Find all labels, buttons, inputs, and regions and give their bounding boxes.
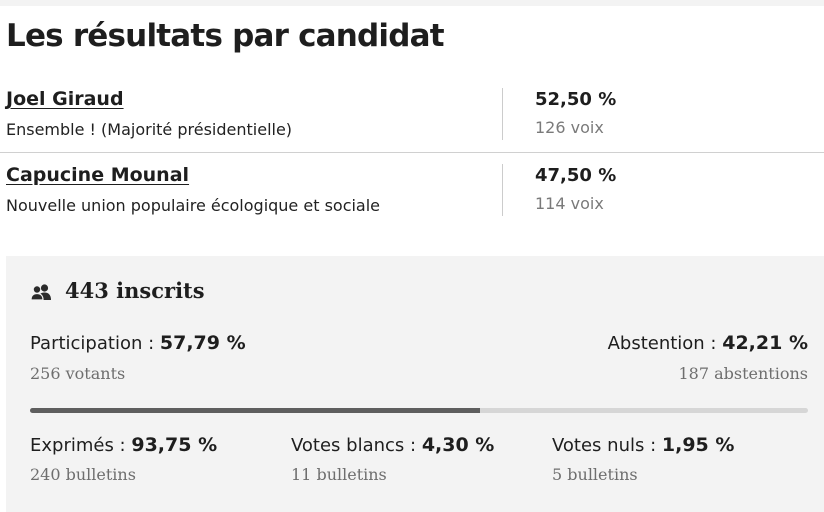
blank-votes-label: Votes blancs : 4,30 % <box>291 434 494 456</box>
participation-label-text: Participation : <box>30 333 160 354</box>
null-votes-label-text: Votes nuls : <box>552 435 662 456</box>
abstention-label-text: Abstention : <box>607 333 723 354</box>
expressed-value: 93,75 % <box>131 434 218 456</box>
null-votes-label: Votes nuls : 1,95 % <box>552 434 734 456</box>
column-divider <box>502 88 503 140</box>
expressed-label: Exprimés : 93,75 % <box>30 434 217 456</box>
expressed-label-text: Exprimés : <box>30 435 132 456</box>
candidate-row: Capucine Mounal Nouvelle union populaire… <box>0 158 824 234</box>
participation-value: 57,79 % <box>159 332 246 354</box>
null-votes-value: 1,95 % <box>661 434 735 456</box>
blank-ballots: 11 bulletins <box>291 465 387 484</box>
row-divider <box>0 152 824 153</box>
users-icon <box>30 284 51 301</box>
voters-count: 256 votants <box>30 364 126 383</box>
candidate-name-link[interactable]: Capucine Mounal <box>6 164 190 186</box>
candidate-name-link[interactable]: Joel Giraud <box>6 88 124 110</box>
participation-panel: 443 inscrits Participation : 57,79 % 256… <box>6 256 824 512</box>
abstention-value: 42,21 % <box>722 332 808 354</box>
page-title: Les résultats par candidat <box>6 18 445 54</box>
candidate-party: Nouvelle union populaire écologique et s… <box>6 196 381 215</box>
top-border <box>0 0 824 6</box>
candidate-row: Joel Giraud Ensemble ! (Majorité préside… <box>0 82 824 158</box>
participation-bar <box>30 408 808 413</box>
participation-label: Participation : 57,79 % <box>30 332 246 354</box>
candidate-party: Ensemble ! (Majorité présidentielle) <box>6 120 293 139</box>
expressed-ballots: 240 bulletins <box>30 465 136 484</box>
column-divider <box>502 164 503 216</box>
candidate-percent: 52,50 % <box>535 89 617 110</box>
participation-bar-fill <box>30 408 480 413</box>
null-ballots: 5 bulletins <box>552 465 638 484</box>
blank-votes-value: 4,30 % <box>421 434 495 456</box>
candidate-percent: 47,50 % <box>535 165 617 186</box>
abstention-label: Abstention : 42,21 % <box>608 332 808 354</box>
candidate-votes: 114 voix <box>535 194 604 213</box>
registered-count-text: 443 inscrits <box>65 278 205 303</box>
blank-votes-label-text: Votes blancs : <box>291 435 422 456</box>
abstentions-count: 187 abstentions <box>678 364 808 383</box>
candidate-votes: 126 voix <box>535 118 604 137</box>
